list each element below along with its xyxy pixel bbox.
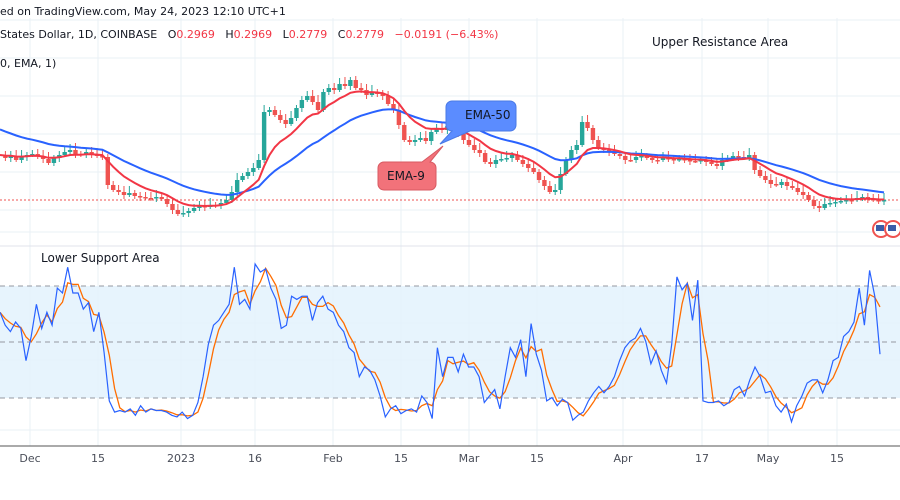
low-label: L [282, 28, 289, 41]
open-label: O [167, 28, 177, 41]
x-tick-label: 15 [394, 452, 408, 465]
x-tick-label: 15 [91, 452, 105, 465]
stoch-k-line [0, 262, 881, 424]
close-value: 0.2779 [345, 28, 384, 41]
close-label: C [337, 28, 346, 41]
flag-icons[interactable] [872, 220, 900, 238]
x-tick-label: 17 [695, 452, 709, 465]
x-tick-label: Apr [613, 452, 633, 465]
ema-50-callout [439, 100, 517, 145]
stoch-d-line [0, 266, 881, 417]
ema-9-callout [377, 145, 444, 191]
change-value: −0.0191 (−6.43%) [394, 28, 499, 41]
ema-9-label: EMA-9 [387, 169, 425, 183]
grid-lines [0, 18, 900, 446]
candlesticks [3, 76, 887, 217]
published-info: ed on TradingView.com, May 24, 2023 12:1… [0, 5, 286, 18]
high-value: 0.2969 [233, 28, 273, 41]
lower-support-label: Lower Support Area [41, 251, 160, 265]
x-tick-label: Dec [19, 452, 41, 465]
x-tick-label: 15 [830, 452, 844, 465]
symbol-name: States Dollar, 1D, COINBASE [0, 28, 158, 41]
ema-50-label: EMA-50 [465, 108, 511, 122]
x-tick-label: Mar [458, 452, 480, 465]
symbol-ohlc-legend: States Dollar, 1D, COINBASE O0.2969 H0.2… [0, 28, 498, 41]
upper-resistance-label: Upper Resistance Area [652, 35, 789, 49]
x-tick-label: 16 [248, 452, 262, 465]
x-tick-label: 2023 [167, 452, 195, 465]
x-tick-label: 15 [530, 452, 544, 465]
x-tick-label: May [756, 452, 780, 465]
low-value: 0.2779 [288, 28, 328, 41]
x-tick-label: Feb [323, 452, 343, 465]
high-label: H [225, 28, 234, 41]
open-value: 0.2969 [176, 28, 215, 41]
indicator-legend[interactable]: 0, EMA, 1) [0, 57, 57, 70]
ema-9-line [0, 90, 885, 208]
